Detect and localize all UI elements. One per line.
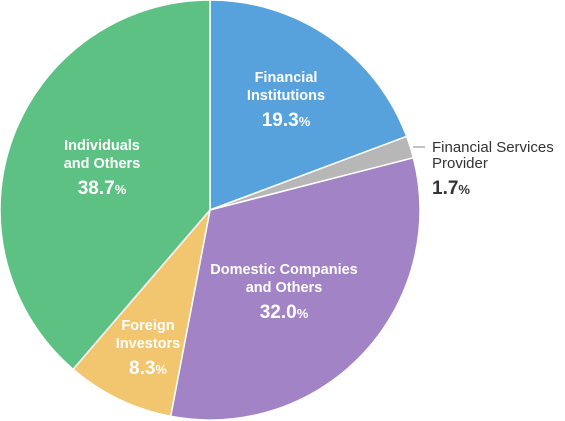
slice-label-financial-services-provider-line-2: Provider <box>432 155 488 172</box>
slice-value-financial-services-provider: 1.7% <box>432 178 470 199</box>
slice-labels: Financial Institutions 19.3% Financial Serv… <box>64 70 554 379</box>
slice-label-financial-institutions-line-2: Institutions <box>247 88 325 104</box>
slice-value-foreign-investors: 8.3% <box>129 358 167 379</box>
slice-label-individuals-and-others-line-1: Individuals <box>64 138 140 154</box>
pie-slice-financial-institutions <box>209 0 408 212</box>
slice-label-financial-institutions-line-1: Financial <box>255 70 318 86</box>
slice-label-domestic-companies-and-others-line-1: Domestic Companies <box>210 262 357 278</box>
slice-label-financial-services-provider-line-1: Financial Services <box>432 139 554 156</box>
pie-slice-domestic-companies-and-others <box>169 156 421 421</box>
slice-label-individuals-and-others-line-2: and Others <box>64 156 141 172</box>
slice-label-foreign-investors-line-1: Foreign <box>121 318 174 334</box>
pie-slices <box>0 0 421 421</box>
slice-value-financial-institutions: 19.3% <box>262 110 311 131</box>
slice-value-domestic-companies-and-others: 32.0% <box>260 302 309 323</box>
slice-label-domestic-companies-and-others-line-2: and Others <box>246 280 323 296</box>
slice-value-individuals-and-others: 38.7% <box>78 178 127 199</box>
slice-label-foreign-investors-line-2: Investors <box>116 336 180 352</box>
pie-slice-individuals-and-others <box>0 0 211 371</box>
pie-slice-foreign-investors <box>72 207 212 418</box>
